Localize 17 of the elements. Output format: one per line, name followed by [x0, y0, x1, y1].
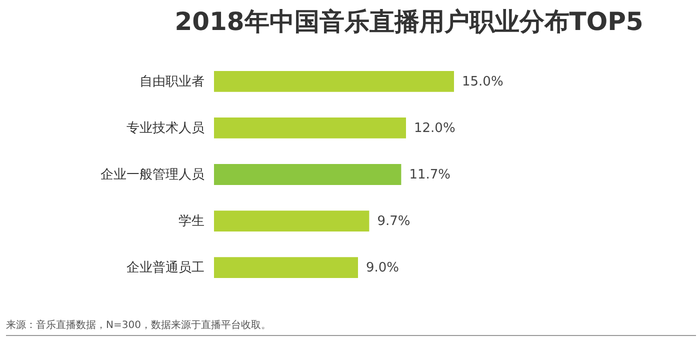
y-tick-label: 企业一般管理人员 [100, 168, 204, 182]
y-tick-label: 企业普通员工 [126, 260, 204, 276]
y-tick-label: 专业技术人员 [126, 120, 204, 136]
bar [214, 117, 406, 138]
data-label: 11.7% [409, 168, 451, 182]
bar [214, 257, 358, 278]
bar [214, 70, 454, 92]
y-tick-label: 学生 [178, 214, 204, 230]
chart-title: 2018年中国音乐直播用户职业分布TOP5 [174, 7, 644, 36]
data-label: 9.7% [377, 214, 410, 230]
bar [214, 164, 402, 185]
source-note: 来源：音乐直播数据，N=300，数据来源于直播平台收取。 [6, 318, 696, 336]
bar [214, 210, 370, 232]
data-label: 9.0% [366, 260, 400, 276]
data-label: 12.0% [414, 120, 456, 136]
data-label: 15.0% [462, 74, 504, 90]
y-tick-label: 自由职业者 [140, 74, 204, 90]
